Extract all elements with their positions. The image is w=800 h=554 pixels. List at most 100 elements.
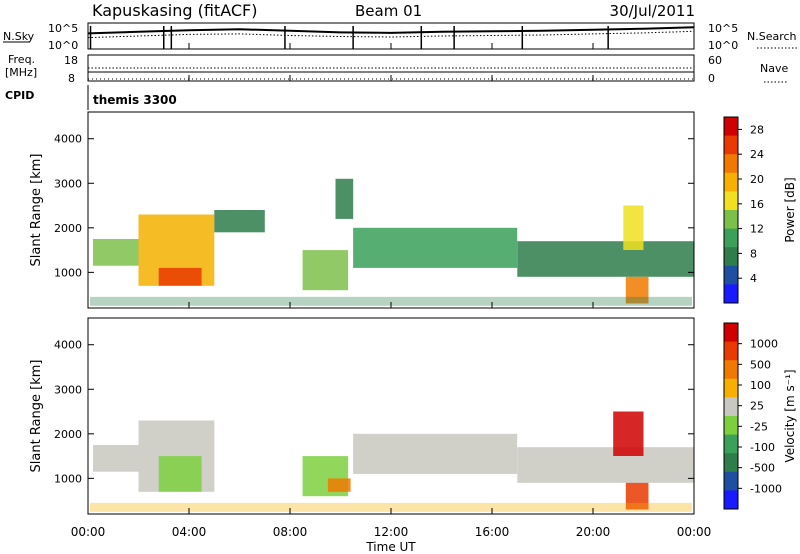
feature-5 — [353, 433, 518, 474]
feature-8 — [623, 205, 644, 250]
ytick-label-1: 2000 — [54, 428, 82, 441]
xtick-label-4: 16:00 — [475, 525, 510, 539]
feature-0 — [93, 239, 139, 266]
colorbar-tick-label-5: 24 — [750, 148, 764, 161]
n-search-tick-bottom: 10^0 — [708, 39, 738, 52]
xtick-label-6: 00:00 — [677, 525, 712, 539]
ytick-label-2: 3000 — [54, 383, 82, 396]
feature-6 — [353, 227, 518, 268]
colorbar-swatch-6 — [724, 434, 738, 454]
feature-2 — [158, 267, 202, 286]
colorbar-swatch-0 — [724, 117, 738, 137]
ytick-label-3: 4000 — [54, 133, 82, 146]
colorbar-tick-label-5: -100 — [750, 441, 775, 454]
colorbar-swatch-7 — [724, 453, 738, 473]
n-sky-tick-bottom: 10^0 — [48, 39, 78, 52]
xtick-label-3: 12:00 — [374, 525, 409, 539]
colorbar-tick-label-0: 4 — [750, 272, 757, 285]
feature-4 — [302, 250, 349, 291]
feature-9 — [625, 276, 649, 304]
xtick-label-2: 08:00 — [273, 525, 308, 539]
colorbar-swatch-1 — [724, 135, 738, 155]
time-axis-label: Time UT — [365, 540, 416, 554]
colorbar-tick-label-3: 25 — [750, 400, 764, 413]
velocity-heatmap — [90, 411, 695, 512]
cpid-value: themis 3300 — [93, 93, 177, 107]
xtick-label-5: 20:00 — [576, 525, 611, 539]
colorbar-swatch-8 — [724, 471, 738, 491]
colorbar-frame — [723, 322, 739, 510]
time-axis-ticks: 00:00 04:00 08:00 12:00 16:00 20:00 00:00 — [71, 43, 712, 539]
colorbar-swatch-3 — [724, 378, 738, 398]
n-search-tick-top: 10^5 — [708, 22, 738, 35]
date-title: 30/Jul/2011 — [610, 2, 695, 20]
ytick-label-0: 1000 — [54, 472, 82, 485]
velocity-ylabel: Slant Range [km] — [29, 360, 44, 473]
feature-8 — [625, 482, 649, 510]
colorbar-swatch-2 — [724, 154, 738, 174]
colorbar-swatch-8 — [724, 265, 738, 285]
noise-series-1 — [87, 30, 695, 39]
feature-3 — [214, 210, 265, 233]
site-title: Kapuskasing (fitACF) — [92, 1, 257, 20]
colorbar-tick-label-2: 12 — [750, 223, 764, 236]
feature-7 — [517, 241, 695, 277]
power-colorbar-label: Power [dB] — [783, 177, 797, 242]
feature-5 — [335, 178, 354, 219]
ytick-label-0: 1000 — [54, 266, 82, 279]
n-search-label: N.Search — [747, 30, 797, 43]
colorbar-swatch-3 — [724, 172, 738, 192]
colorbar-tick-label-6: -500 — [750, 462, 775, 475]
power-ylabel: Slant Range [km] — [29, 154, 44, 267]
colorbar-tick-label-6: 28 — [750, 123, 764, 136]
colorbar-tick-label-1: 8 — [750, 247, 757, 260]
freq-label: Freq. — [8, 53, 35, 66]
ytick-label-2: 3000 — [54, 177, 82, 190]
colorbar-swatch-4 — [724, 191, 738, 211]
velocity-colorbar-label: Velocity [m s⁻¹] — [783, 369, 797, 462]
velocity-axes: 1000 2000 3000 4000 — [54, 339, 694, 485]
colorbar-tick-label-4: 20 — [750, 173, 764, 186]
colorbar-swatch-9 — [724, 490, 738, 510]
colorbar-swatch-2 — [724, 360, 738, 380]
feature-0 — [93, 445, 139, 472]
freq-tick-bottom: 8 — [68, 72, 75, 85]
nave-tick-bottom: 0 — [708, 72, 715, 85]
ytick-label-3: 4000 — [54, 339, 82, 352]
colorbar-tick-label-0: 1000 — [750, 338, 778, 351]
nave-label: Nave — [760, 62, 788, 75]
power-colorbar: 4 8 12 16 20 24 28 — [723, 116, 764, 304]
colorbar-swatch-7 — [724, 247, 738, 267]
velocity-colorbar: 1000 500 100 25 -25 -100 -500 -1000 — [723, 322, 782, 510]
beam-title: Beam 01 — [355, 2, 422, 20]
colorbar-swatch-9 — [724, 284, 738, 304]
colorbar-swatch-6 — [724, 228, 738, 248]
colorbar-swatch-1 — [724, 341, 738, 361]
colorbar-swatch-5 — [724, 210, 738, 230]
xtick-label-0: 00:00 — [71, 525, 106, 539]
colorbar-tick-label-1: 500 — [750, 358, 771, 371]
n-sky-tick-top: 10^5 — [48, 22, 78, 35]
near-range-band — [90, 296, 692, 306]
colorbar-tick-label-2: 100 — [750, 379, 771, 392]
freq-unit-label: [MHz] — [5, 66, 37, 79]
power-heatmap — [90, 178, 695, 306]
colorbar-tick-label-7: -1000 — [750, 482, 782, 495]
near-range-band — [90, 502, 692, 512]
ytick-label-1: 2000 — [54, 222, 82, 235]
feature-4 — [327, 478, 351, 492]
n-sky-label: N.Sky — [3, 30, 35, 43]
power-axes: 1000 2000 3000 4000 — [54, 133, 694, 279]
cpid-label: CPID — [5, 89, 34, 102]
colorbar-swatch-5 — [724, 416, 738, 436]
colorbar-tick-label-4: -25 — [750, 420, 768, 433]
noise-panel — [87, 26, 695, 49]
nave-tick-top: 60 — [708, 54, 722, 67]
feature-7 — [613, 411, 644, 456]
feature-2 — [158, 456, 202, 492]
xtick-label-1: 04:00 — [172, 525, 207, 539]
colorbar-swatch-0 — [724, 323, 738, 343]
freq-tick-top: 18 — [64, 54, 78, 67]
feature-6 — [517, 447, 695, 483]
